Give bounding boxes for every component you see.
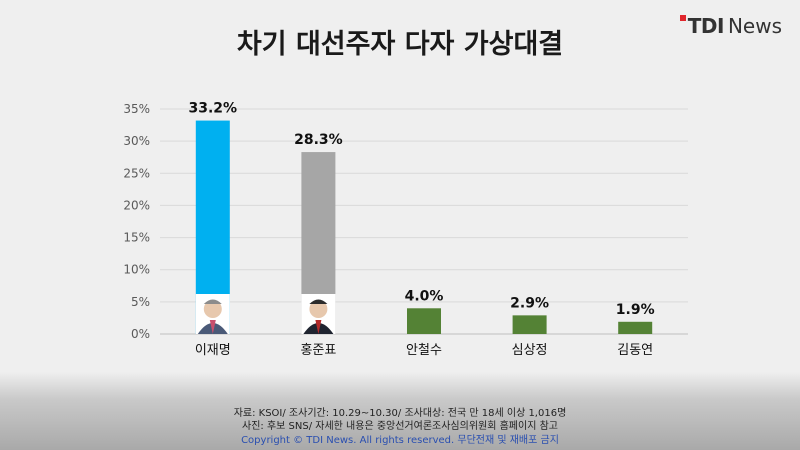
y-tick-label: 10% [123, 263, 150, 277]
logo-dot-icon [679, 15, 686, 21]
bar-4 [512, 315, 547, 334]
bar-5 [618, 321, 653, 334]
bar-value-label: 28.3% [294, 132, 343, 148]
y-tick-label: 25% [123, 166, 150, 180]
y-tick-label: 15% [123, 231, 150, 245]
candidate-photo-2 [301, 294, 336, 334]
copyright-notice: Copyright © TDI News. All rights reserve… [241, 435, 559, 446]
candidate-photo-1 [195, 294, 230, 334]
x-category-label: 이재명 [195, 343, 231, 358]
x-category-label: 김동연 [617, 343, 653, 358]
bar-value-label: 33.2% [189, 101, 238, 117]
y-tick-label: 35% [123, 102, 150, 116]
bar-chart: 0% 5% 10% 15% 20% 25% 30% 35% 33.2% 이재명 28.3% 홍준표 4.… [123, 101, 688, 358]
y-tick-label: 20% [123, 198, 150, 212]
bar-value-label: 2.9% [510, 295, 549, 311]
x-category-label: 홍준표 [300, 343, 336, 358]
y-tick-label: 30% [123, 134, 150, 148]
chart-title: 차기 대선주자 다자 가상대결 [236, 29, 564, 60]
source-line-1: 자료: KSOI/ 조사기간: 10.29~10.30/ 조사대상: 전국 만 … [233, 408, 567, 419]
tdi-news-logo: TDI News [679, 14, 782, 38]
y-tick-label: 5% [131, 295, 150, 309]
logo-tdi-text: TDI [687, 14, 725, 38]
bar-value-label: 4.0% [405, 288, 444, 304]
logo-news-text: News [727, 14, 782, 38]
y-tick-label: 0% [131, 327, 150, 341]
bar-3 [407, 308, 441, 334]
bar-value-label: 1.9% [616, 302, 655, 318]
source-line-2: 사진: 후보 SNS/ 자세한 내용은 중앙선거여론조사심의위원회 홈페이지 참… [242, 421, 558, 432]
x-category-label: 심상정 [512, 343, 548, 358]
x-category-label: 안철수 [406, 343, 442, 358]
footer-band [0, 372, 800, 450]
